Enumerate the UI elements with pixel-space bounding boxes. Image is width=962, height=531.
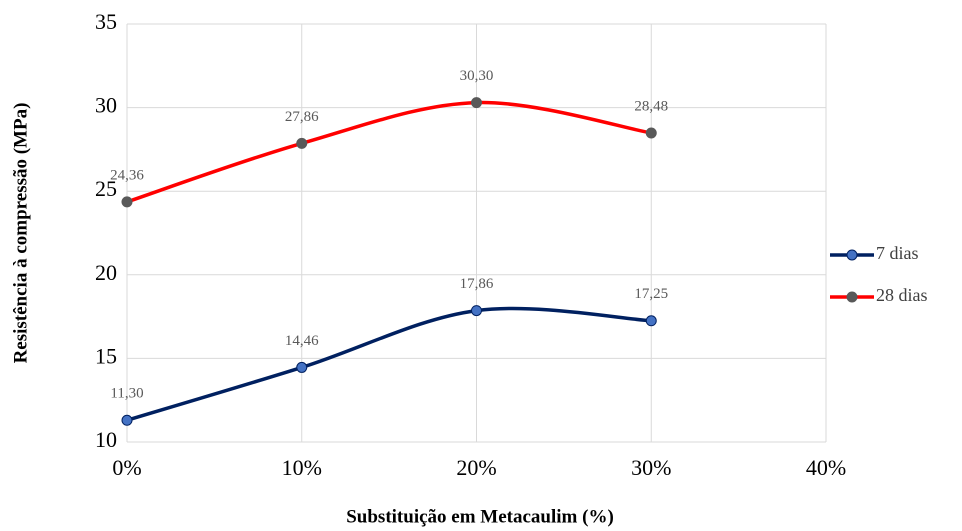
- data-label: 30,30: [460, 68, 494, 84]
- legend-label: 28 dias: [876, 285, 928, 305]
- y-tick-label: 20: [95, 260, 117, 285]
- marker: [121, 414, 133, 426]
- x-tick-label: 30%: [631, 455, 671, 480]
- data-label: 24,36: [110, 167, 144, 183]
- marker: [645, 315, 657, 327]
- marker: [296, 361, 308, 373]
- legend-marker: [846, 291, 858, 303]
- marker: [471, 305, 482, 317]
- data-label: 11,30: [110, 386, 143, 402]
- x-axis-title: Substituição em Metacaulim (%): [346, 506, 614, 527]
- data-label: 28,48: [634, 98, 668, 114]
- x-tick-label: 40%: [806, 455, 846, 480]
- y-tick-label: 25: [95, 176, 117, 201]
- y-axis-title: Resistência à compressão (MPa): [10, 103, 31, 364]
- series-line: [126, 100, 652, 204]
- data-label: 17,86: [460, 276, 494, 292]
- series-line: [126, 306, 652, 422]
- marker: [296, 137, 308, 149]
- marker: [121, 196, 133, 208]
- data-label: 17,25: [634, 286, 668, 302]
- legend-marker: [846, 249, 858, 261]
- x-tick-label: 10%: [282, 455, 322, 480]
- legend-label: 7 dias: [876, 243, 919, 263]
- y-tick-label: 15: [95, 343, 117, 368]
- data-label: 14,46: [285, 333, 319, 349]
- y-tick-label: 35: [95, 9, 117, 34]
- x-tick-label: 0%: [112, 455, 141, 480]
- y-tick-label: 10: [95, 427, 117, 452]
- x-tick-label: 20%: [456, 455, 496, 480]
- y-tick-label: 30: [95, 93, 117, 118]
- data-label: 27,86: [285, 109, 319, 125]
- marker: [645, 127, 657, 139]
- marker: [471, 97, 482, 109]
